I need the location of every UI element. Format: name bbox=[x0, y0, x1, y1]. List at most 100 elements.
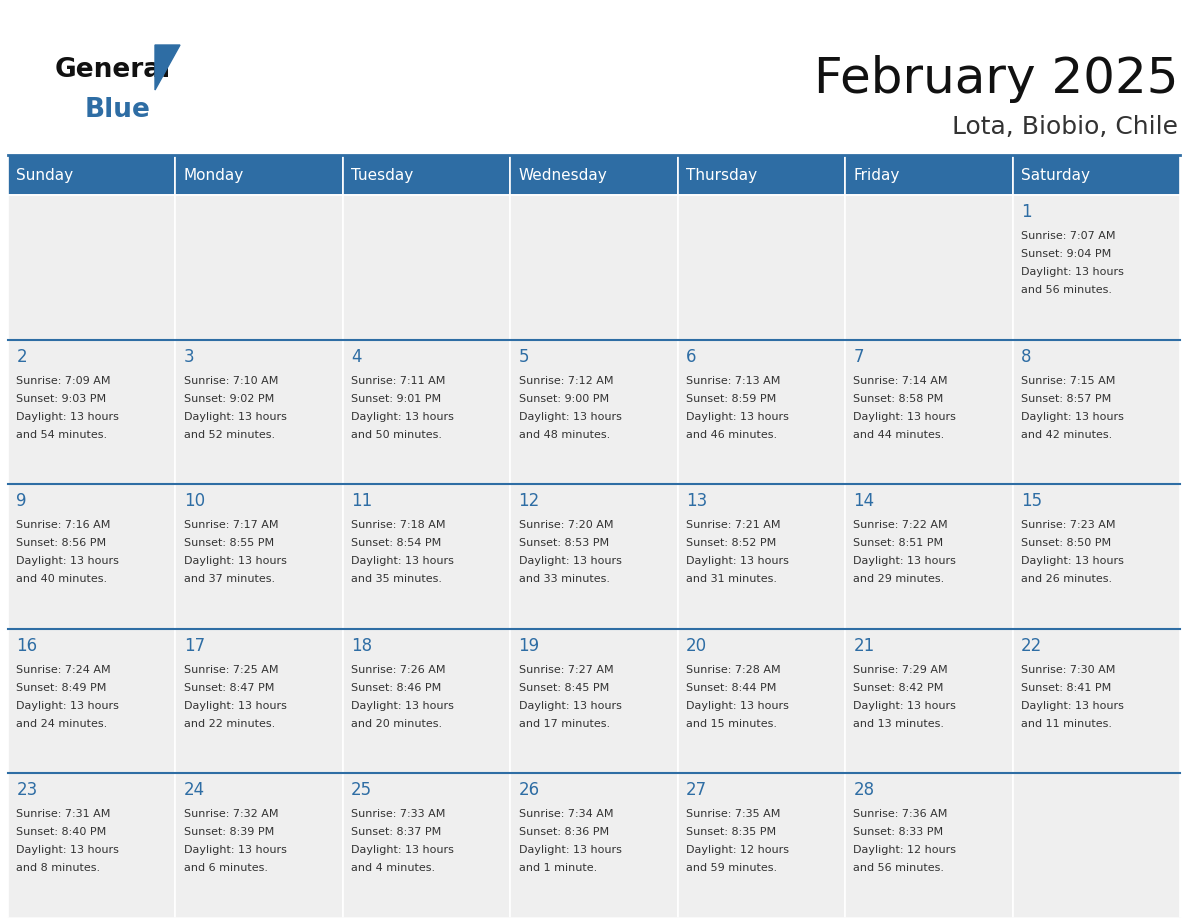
Text: Sunset: 8:47 PM: Sunset: 8:47 PM bbox=[184, 683, 274, 693]
Text: Daylight: 13 hours: Daylight: 13 hours bbox=[853, 556, 956, 566]
Text: and 20 minutes.: and 20 minutes. bbox=[352, 719, 442, 729]
Text: Daylight: 13 hours: Daylight: 13 hours bbox=[184, 556, 286, 566]
Text: and 29 minutes.: and 29 minutes. bbox=[853, 574, 944, 584]
Text: 4: 4 bbox=[352, 348, 361, 365]
Text: Daylight: 13 hours: Daylight: 13 hours bbox=[685, 700, 789, 711]
Text: Sunset: 9:04 PM: Sunset: 9:04 PM bbox=[1020, 249, 1111, 259]
Text: Daylight: 13 hours: Daylight: 13 hours bbox=[17, 556, 119, 566]
Text: Sunday: Sunday bbox=[17, 167, 74, 183]
Text: Sunrise: 7:24 AM: Sunrise: 7:24 AM bbox=[17, 665, 110, 675]
Bar bbox=[845, 629, 1012, 773]
Text: Daylight: 13 hours: Daylight: 13 hours bbox=[519, 700, 621, 711]
Text: and 42 minutes.: and 42 minutes. bbox=[1020, 430, 1112, 440]
Text: Daylight: 13 hours: Daylight: 13 hours bbox=[184, 700, 286, 711]
Text: Sunrise: 7:14 AM: Sunrise: 7:14 AM bbox=[853, 375, 948, 386]
Text: Sunrise: 7:22 AM: Sunrise: 7:22 AM bbox=[853, 521, 948, 531]
Text: Daylight: 13 hours: Daylight: 13 hours bbox=[1020, 556, 1124, 566]
Text: 14: 14 bbox=[853, 492, 874, 510]
Text: and 15 minutes.: and 15 minutes. bbox=[685, 719, 777, 729]
Bar bbox=[1012, 629, 1180, 773]
Text: 18: 18 bbox=[352, 637, 372, 655]
Text: 21: 21 bbox=[853, 637, 874, 655]
Text: 23: 23 bbox=[17, 781, 38, 800]
Bar bbox=[677, 340, 845, 484]
Text: Daylight: 13 hours: Daylight: 13 hours bbox=[184, 845, 286, 856]
Bar bbox=[343, 155, 511, 195]
Text: Daylight: 13 hours: Daylight: 13 hours bbox=[1020, 411, 1124, 421]
Text: and 11 minutes.: and 11 minutes. bbox=[1020, 719, 1112, 729]
Bar bbox=[1012, 484, 1180, 629]
Bar bbox=[176, 155, 343, 195]
Bar bbox=[511, 773, 677, 918]
Text: Sunset: 8:50 PM: Sunset: 8:50 PM bbox=[1020, 538, 1111, 548]
Text: 24: 24 bbox=[184, 781, 204, 800]
Bar bbox=[511, 629, 677, 773]
Text: Daylight: 13 hours: Daylight: 13 hours bbox=[352, 556, 454, 566]
Text: 11: 11 bbox=[352, 492, 372, 510]
Text: and 50 minutes.: and 50 minutes. bbox=[352, 430, 442, 440]
Text: Sunrise: 7:09 AM: Sunrise: 7:09 AM bbox=[17, 375, 110, 386]
Text: Daylight: 13 hours: Daylight: 13 hours bbox=[685, 556, 789, 566]
Text: Sunrise: 7:28 AM: Sunrise: 7:28 AM bbox=[685, 665, 781, 675]
Text: and 48 minutes.: and 48 minutes. bbox=[519, 430, 609, 440]
Text: Saturday: Saturday bbox=[1020, 167, 1089, 183]
Text: and 44 minutes.: and 44 minutes. bbox=[853, 430, 944, 440]
Text: and 40 minutes.: and 40 minutes. bbox=[17, 574, 107, 584]
Text: 9: 9 bbox=[17, 492, 27, 510]
Text: Sunrise: 7:29 AM: Sunrise: 7:29 AM bbox=[853, 665, 948, 675]
Text: Sunset: 8:58 PM: Sunset: 8:58 PM bbox=[853, 394, 943, 404]
Text: Sunrise: 7:34 AM: Sunrise: 7:34 AM bbox=[519, 810, 613, 820]
Text: Sunset: 8:45 PM: Sunset: 8:45 PM bbox=[519, 683, 609, 693]
Text: Sunrise: 7:26 AM: Sunrise: 7:26 AM bbox=[352, 665, 446, 675]
Text: and 4 minutes.: and 4 minutes. bbox=[352, 864, 435, 873]
Bar bbox=[343, 773, 511, 918]
Text: Daylight: 13 hours: Daylight: 13 hours bbox=[352, 411, 454, 421]
Text: Sunrise: 7:31 AM: Sunrise: 7:31 AM bbox=[17, 810, 110, 820]
Text: and 17 minutes.: and 17 minutes. bbox=[519, 719, 609, 729]
Text: Sunset: 9:02 PM: Sunset: 9:02 PM bbox=[184, 394, 274, 404]
Text: Lota, Biobio, Chile: Lota, Biobio, Chile bbox=[953, 115, 1178, 139]
Text: Sunset: 9:01 PM: Sunset: 9:01 PM bbox=[352, 394, 441, 404]
Text: Sunset: 9:03 PM: Sunset: 9:03 PM bbox=[17, 394, 107, 404]
Text: and 54 minutes.: and 54 minutes. bbox=[17, 430, 107, 440]
Text: and 6 minutes.: and 6 minutes. bbox=[184, 864, 267, 873]
Text: February 2025: February 2025 bbox=[814, 55, 1178, 103]
Text: Sunset: 8:39 PM: Sunset: 8:39 PM bbox=[184, 827, 274, 837]
Text: Sunrise: 7:32 AM: Sunrise: 7:32 AM bbox=[184, 810, 278, 820]
Bar bbox=[8, 773, 176, 918]
Text: 13: 13 bbox=[685, 492, 707, 510]
Text: Sunrise: 7:33 AM: Sunrise: 7:33 AM bbox=[352, 810, 446, 820]
Text: Daylight: 13 hours: Daylight: 13 hours bbox=[519, 845, 621, 856]
Text: 28: 28 bbox=[853, 781, 874, 800]
Bar bbox=[176, 195, 343, 340]
Bar bbox=[845, 195, 1012, 340]
Bar bbox=[8, 484, 176, 629]
Bar bbox=[677, 155, 845, 195]
Bar bbox=[343, 484, 511, 629]
Text: Daylight: 13 hours: Daylight: 13 hours bbox=[519, 411, 621, 421]
Bar bbox=[343, 195, 511, 340]
Text: Sunset: 8:51 PM: Sunset: 8:51 PM bbox=[853, 538, 943, 548]
Text: Daylight: 12 hours: Daylight: 12 hours bbox=[853, 845, 956, 856]
Text: Sunrise: 7:27 AM: Sunrise: 7:27 AM bbox=[519, 665, 613, 675]
Bar bbox=[845, 773, 1012, 918]
Text: Sunset: 9:00 PM: Sunset: 9:00 PM bbox=[519, 394, 608, 404]
Text: Daylight: 13 hours: Daylight: 13 hours bbox=[352, 700, 454, 711]
Text: 8: 8 bbox=[1020, 348, 1031, 365]
Text: Sunrise: 7:17 AM: Sunrise: 7:17 AM bbox=[184, 521, 278, 531]
Text: 2: 2 bbox=[17, 348, 27, 365]
Text: and 33 minutes.: and 33 minutes. bbox=[519, 574, 609, 584]
Text: and 46 minutes.: and 46 minutes. bbox=[685, 430, 777, 440]
Text: and 35 minutes.: and 35 minutes. bbox=[352, 574, 442, 584]
Text: Sunrise: 7:12 AM: Sunrise: 7:12 AM bbox=[519, 375, 613, 386]
Bar bbox=[1012, 155, 1180, 195]
Text: 7: 7 bbox=[853, 348, 864, 365]
Bar bbox=[8, 155, 176, 195]
Text: Daylight: 13 hours: Daylight: 13 hours bbox=[853, 411, 956, 421]
Text: Blue: Blue bbox=[84, 97, 151, 123]
Text: Sunset: 8:52 PM: Sunset: 8:52 PM bbox=[685, 538, 776, 548]
Text: Sunset: 8:49 PM: Sunset: 8:49 PM bbox=[17, 683, 107, 693]
Bar bbox=[8, 629, 176, 773]
Text: 3: 3 bbox=[184, 348, 195, 365]
Text: 16: 16 bbox=[17, 637, 38, 655]
